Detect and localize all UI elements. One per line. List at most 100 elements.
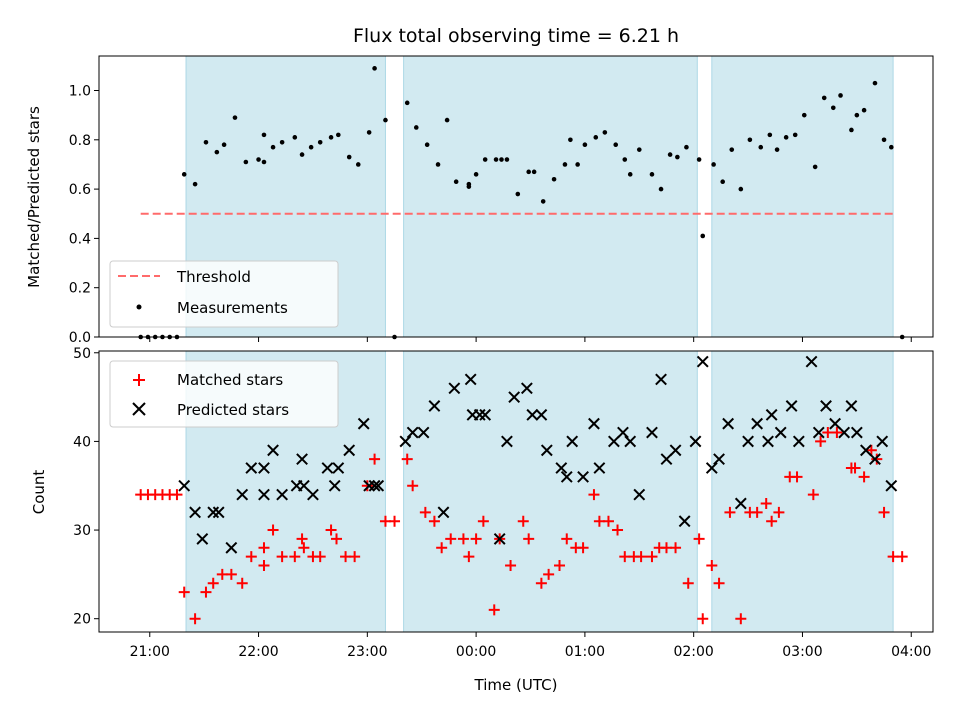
predicted-star-point [607, 435, 620, 448]
matched-star-point [245, 551, 257, 563]
predicted-star-point [464, 373, 477, 386]
matched-star-point [314, 551, 326, 563]
predicted-star-point [660, 453, 673, 466]
measurement-point [404, 100, 410, 106]
matched-star-point [331, 533, 343, 545]
x-tick-label: 23:00 [347, 644, 387, 660]
measurement-point [738, 186, 744, 192]
measurement-point [355, 162, 361, 167]
measurement-point [792, 132, 798, 138]
predicted-star-point [493, 533, 506, 545]
measurement-point [504, 157, 510, 162]
predicted-star-point [297, 479, 310, 492]
shaded-interval [711, 350, 894, 633]
measurement-point [526, 169, 531, 175]
measurement-point [684, 144, 689, 150]
measurement-point [675, 154, 680, 160]
matched-star-point [635, 551, 647, 563]
measurement-point [849, 127, 854, 133]
measurement-point [783, 135, 789, 140]
predicted-star-point [178, 479, 191, 492]
predicted-star-point [245, 462, 258, 474]
measurement-point [221, 142, 227, 148]
measurement-point [562, 162, 568, 167]
measurement-point [861, 107, 867, 113]
predicted-star-point [577, 470, 589, 483]
measurement-point [821, 95, 827, 101]
bottom-axes-frame [98, 350, 934, 633]
matched-star-point [189, 613, 201, 625]
measurement-point [812, 164, 818, 170]
top-y-ticks: 0.0 0.2 0.4 0.6 0.8 1.0 [69, 84, 99, 346]
predicted-star-point [792, 435, 805, 448]
matched-star-point [225, 568, 237, 580]
measurement-point [383, 117, 388, 123]
matched-star-point [258, 542, 270, 554]
matched-star-point [523, 533, 535, 545]
bottom-y-tick-label: 40 [73, 434, 91, 450]
measurements-legend-marker [136, 304, 142, 310]
matched-star-point [791, 471, 803, 483]
top-axes-frame [98, 55, 934, 338]
x-tick-label: 00:00 [456, 644, 496, 660]
matched-star-point [470, 533, 482, 545]
top-y-tick-label: 0.4 [69, 231, 91, 247]
top-y-tick-label: 1.0 [69, 84, 91, 100]
matched-star-point [766, 515, 778, 527]
matched-star-point [807, 489, 819, 501]
matched-star-point [267, 524, 279, 536]
predicted-star-point [812, 426, 825, 439]
predicted-star-point [321, 462, 334, 474]
predicted-star-point [276, 488, 289, 501]
threshold-legend-label: Threshold [176, 268, 251, 286]
measurements-legend-label: Measurements [177, 299, 288, 317]
predicted-star-point [343, 444, 356, 457]
predicted-star-point [207, 506, 220, 519]
matched-star-point [298, 542, 310, 554]
matched-star-point [457, 533, 469, 545]
measurement-point [854, 112, 860, 118]
predicted-star-point [633, 488, 646, 501]
predicted-star-point [765, 408, 778, 421]
matched-star-point [735, 613, 747, 625]
measurement-point [270, 144, 276, 150]
predicted-star-point [860, 444, 872, 457]
measurement-point [872, 80, 878, 86]
predicted-star-point [669, 444, 682, 457]
measurement-point [711, 162, 716, 167]
shaded-interval [403, 55, 698, 338]
measurement-point [299, 152, 305, 157]
predicted-star-point [357, 417, 370, 430]
matched-star-point [289, 551, 301, 563]
matched-star-point [760, 497, 772, 509]
bottom-panel: 20 30 40 50 21:00 22:00 23:00 00:00 01:00 02:00 0… [30, 346, 934, 694]
predicted-star-point [696, 355, 709, 368]
measurement-point [568, 137, 573, 143]
predicted-star-point [417, 426, 430, 439]
matched-star-point [445, 533, 457, 545]
predicted-star-point [678, 515, 691, 528]
measurement-point [575, 162, 580, 167]
top-legend: Threshold Measurements [109, 260, 339, 328]
measurement-point [181, 172, 187, 177]
matched-star-point [171, 489, 183, 501]
measurement-point [667, 152, 673, 157]
predicted-star-point [332, 462, 345, 474]
measurement-point [308, 144, 314, 150]
measurement-point [636, 147, 642, 152]
measurement-point [336, 132, 341, 138]
matched-star-point [697, 613, 709, 625]
predicted-star-point [705, 462, 718, 474]
measurement-point [203, 139, 209, 145]
matched-star-point [706, 560, 718, 572]
x-axis-label: Time (UTC) [474, 676, 558, 694]
bottom-y-tick-label: 20 [73, 612, 91, 628]
predicted-star-point [588, 417, 600, 430]
matched-star-point [207, 577, 219, 589]
top-legend-box [109, 260, 339, 328]
measurement-point [473, 172, 479, 177]
matched-star-point [419, 506, 431, 518]
matched-star-point [858, 471, 870, 483]
predicted-star-point [805, 355, 818, 368]
